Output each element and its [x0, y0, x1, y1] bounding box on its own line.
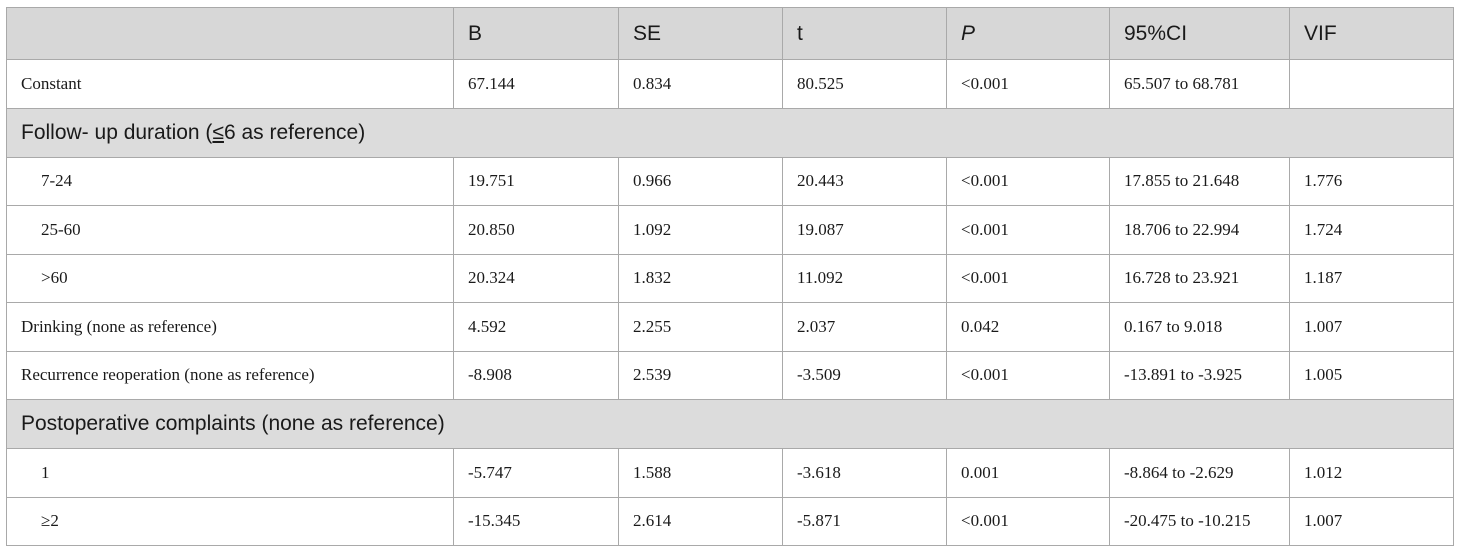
cell-se: 1.588: [618, 448, 783, 498]
cell-p: <0.001: [946, 156, 1110, 206]
cell-ci: 16.728 to 23.921: [1109, 253, 1290, 303]
cell-se: 0.834: [618, 59, 783, 109]
cell-t: -3.509: [782, 350, 947, 400]
cell-b: 67.144: [453, 59, 619, 109]
cell-vif: 1.724: [1289, 205, 1454, 255]
cell-b: 4.592: [453, 302, 619, 352]
cell-b: 20.850: [453, 205, 619, 255]
cell-ci: 65.507 to 68.781: [1109, 59, 1290, 109]
row-label: ≥2: [6, 496, 454, 546]
cell-ci: -8.864 to -2.629: [1109, 448, 1290, 498]
cell-ci: -20.475 to -10.215: [1109, 496, 1290, 546]
row-label: 1: [6, 448, 454, 498]
header-label: [6, 7, 454, 60]
table-row: 7-24 19.751 0.966 20.443 <0.001 17.855 t…: [6, 156, 1454, 206]
cell-ci: 18.706 to 22.994: [1109, 205, 1290, 255]
cell-vif: 1.007: [1289, 496, 1454, 546]
cell-vif: 1.005: [1289, 350, 1454, 400]
cell-t: -3.618: [782, 448, 947, 498]
cell-ci: 17.855 to 21.648: [1109, 156, 1290, 206]
cell-se: 2.255: [618, 302, 783, 352]
cell-vif: 1.776: [1289, 156, 1454, 206]
section-label: Postoperative complaints (none as refere…: [6, 399, 1454, 449]
cell-p: <0.001: [946, 496, 1110, 546]
cell-t: 2.037: [782, 302, 947, 352]
cell-t: 20.443: [782, 156, 947, 206]
cell-vif: [1289, 59, 1454, 109]
row-label: Constant: [6, 59, 454, 109]
cell-se: 2.614: [618, 496, 783, 546]
table-row-recurrence: Recurrence reoperation (none as referenc…: [6, 350, 1454, 400]
header-p: P: [946, 7, 1110, 60]
cell-vif: 1.007: [1289, 302, 1454, 352]
header-ci: 95%CI: [1109, 7, 1290, 60]
cell-b: 19.751: [453, 156, 619, 206]
regression-table: B SE t P 95%CI VIF Constant 67.144 0.834…: [6, 7, 1454, 546]
cell-t: 11.092: [782, 253, 947, 303]
cell-t: 80.525: [782, 59, 947, 109]
row-label: Drinking (none as reference): [6, 302, 454, 352]
header-vif: VIF: [1289, 7, 1454, 60]
cell-p: 0.001: [946, 448, 1110, 498]
table-row: 25-60 20.850 1.092 19.087 <0.001 18.706 …: [6, 205, 1454, 255]
section-label-post: 6 as reference): [223, 120, 366, 144]
section-row-complaints: Postoperative complaints (none as refere…: [6, 399, 1454, 449]
cell-t: 19.087: [782, 205, 947, 255]
cell-se: 1.832: [618, 253, 783, 303]
header-se: SE: [618, 7, 783, 60]
table-row: 1 -5.747 1.588 -3.618 0.001 -8.864 to -2…: [6, 448, 1454, 498]
table-row-drinking: Drinking (none as reference) 4.592 2.255…: [6, 302, 1454, 352]
cell-b: 20.324: [453, 253, 619, 303]
cell-b: -5.747: [453, 448, 619, 498]
cell-vif: 1.187: [1289, 253, 1454, 303]
cell-p: 0.042: [946, 302, 1110, 352]
table-header: B SE t P 95%CI VIF: [6, 7, 1454, 60]
cell-b: -15.345: [453, 496, 619, 546]
row-label: >60: [6, 253, 454, 303]
table-row: >60 20.324 1.832 11.092 <0.001 16.728 to…: [6, 253, 1454, 303]
section-row-follow-up: Follow- up duration (≤6 as reference): [6, 107, 1454, 158]
cell-p: <0.001: [946, 59, 1110, 109]
header-t: t: [782, 7, 947, 60]
cell-se: 2.539: [618, 350, 783, 400]
header-row: B SE t P 95%CI VIF: [6, 7, 1454, 60]
section-label-symbol: ≤: [212, 120, 224, 144]
cell-se: 1.092: [618, 205, 783, 255]
section-label: Follow- up duration (≤6 as reference): [6, 107, 1454, 158]
cell-se: 0.966: [618, 156, 783, 206]
cell-ci: 0.167 to 9.018: [1109, 302, 1290, 352]
cell-ci: -13.891 to -3.925: [1109, 350, 1290, 400]
cell-p: <0.001: [946, 205, 1110, 255]
cell-vif: 1.012: [1289, 448, 1454, 498]
row-label: 25-60: [6, 205, 454, 255]
section-label-pre: Follow- up duration (: [21, 120, 213, 144]
row-label: 7-24: [6, 156, 454, 206]
table-row: ≥2 -15.345 2.614 -5.871 <0.001 -20.475 t…: [6, 496, 1454, 546]
cell-p: <0.001: [946, 253, 1110, 303]
row-label: Recurrence reoperation (none as referenc…: [6, 350, 454, 400]
table-row-constant: Constant 67.144 0.834 80.525 <0.001 65.5…: [6, 59, 1454, 109]
cell-b: -8.908: [453, 350, 619, 400]
cell-p: <0.001: [946, 350, 1110, 400]
header-b: B: [453, 7, 619, 60]
table-body: Constant 67.144 0.834 80.525 <0.001 65.5…: [6, 59, 1454, 546]
cell-t: -5.871: [782, 496, 947, 546]
